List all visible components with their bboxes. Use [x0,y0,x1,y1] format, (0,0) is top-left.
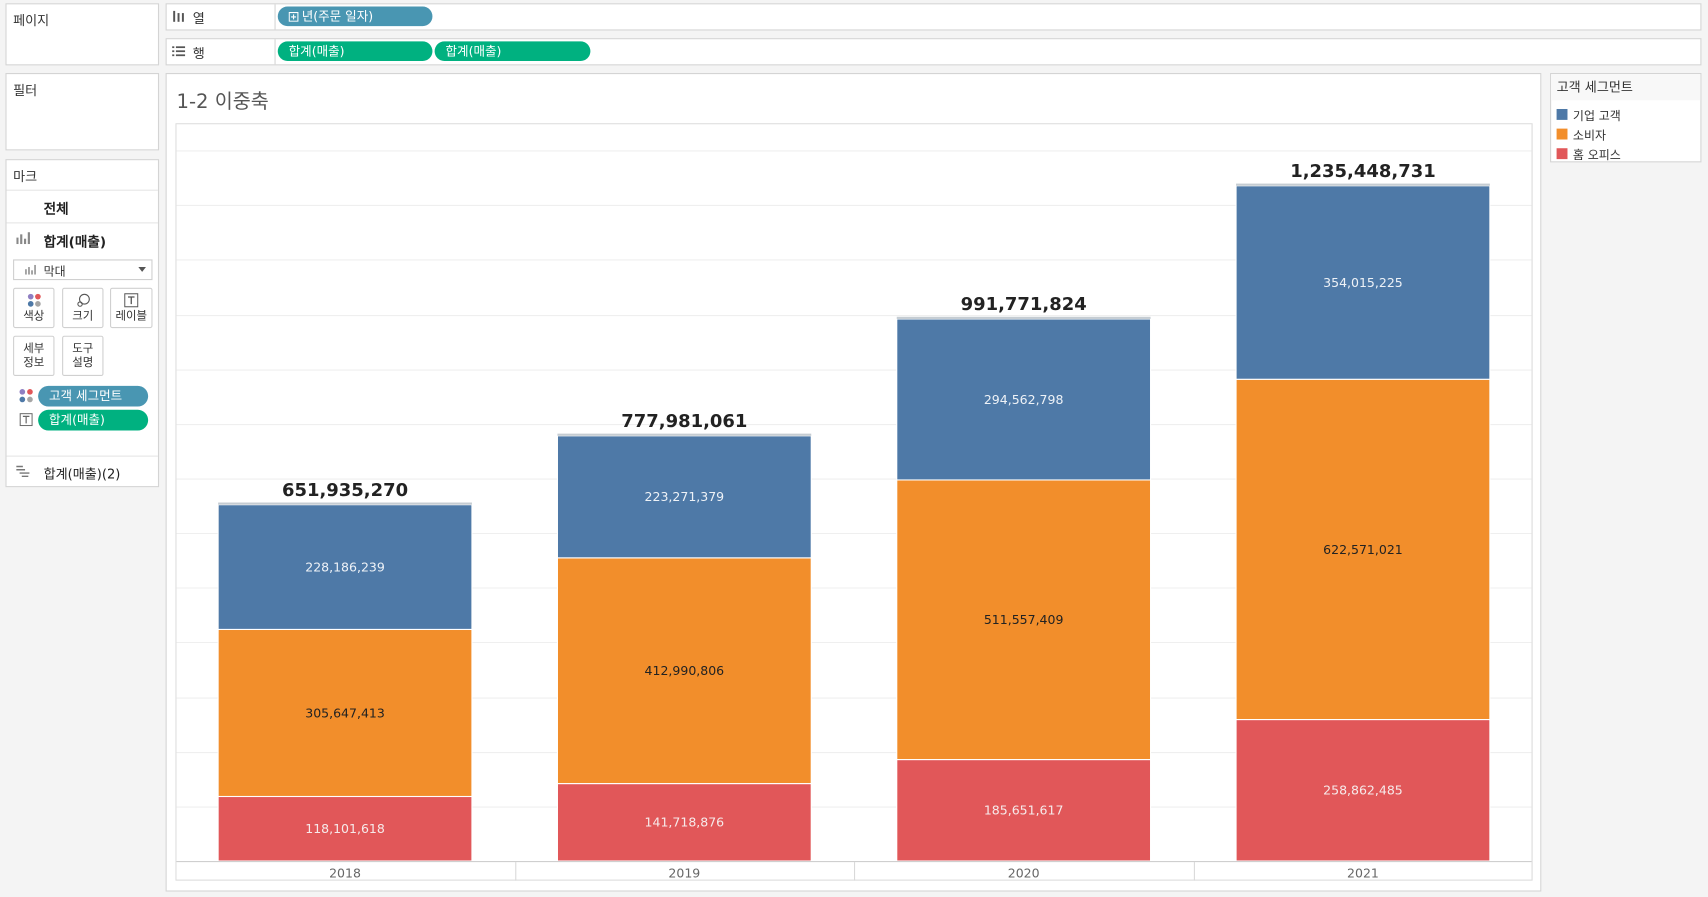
order-year-pill-label: 년(주문 일자) [301,8,374,24]
view-pane: 1-2 이중축 118,101,618 305,647,413 228,186,23… [165,73,1542,892]
columns-shelf-label: 열 [192,10,205,27]
total-value-label: 991,771,824 [961,294,1087,315]
segment-value-label: 223,271,379 [645,489,725,504]
legend-swatch [1556,128,1568,140]
legend-item[interactable]: 홈 오피스 [1551,145,1700,162]
label-icon [19,413,33,427]
legend-label: 홈 오피스 [1572,148,1621,163]
legend-label: 기업 고객 [1572,108,1621,124]
sheet-title: 1-2 이중축 [176,90,269,114]
x-axis-tick-label: 2018 [329,865,361,880]
detail-button-label: 세부 정보 [23,342,45,370]
color-button-label: 색상 [23,309,45,323]
bar-segment[interactable] [896,318,1152,481]
marks-tab-second-measure-label: 합계(매출)(2) [43,466,121,482]
bar-segment[interactable] [896,479,1152,761]
sales-sum-pill[interactable]: 합계(매출) [434,41,591,62]
color-icon [19,388,33,403]
color-icon [27,293,41,307]
legend-item[interactable]: 소비자 [1551,125,1700,143]
segment-value-label: 141,718,876 [645,815,725,830]
total-bar[interactable] [218,502,472,505]
rows-icon [172,46,186,57]
stacked-bar-chart: 118,101,618 305,647,413 228,186,239 651,935… [175,123,1533,881]
legend-item[interactable]: 기업 고객 [1551,106,1700,123]
bar-segment[interactable] [556,557,812,785]
total-bar[interactable] [557,433,812,436]
segment-value-label: 294,562,798 [984,392,1064,407]
columns-shelf[interactable]: 열 년(주문 일자) [165,3,1702,31]
marks-tab-all-label: 전체 [43,200,69,217]
tooltip-button[interactable]: 도구 설명 [62,335,104,377]
x-axis-tick-label: 2019 [668,865,700,880]
label-icon [124,293,139,308]
x-axis-tick-label: 2021 [1347,865,1379,880]
legend-swatch [1556,108,1568,120]
sales-sum-pill[interactable]: 합계(매출) [277,41,433,62]
marks-card: 마크 전체 합계(매출) 막대 색상 [5,159,160,488]
shelf-divider [274,39,276,65]
detail-button[interactable]: 세부 정보 [13,335,55,377]
legend-label: 소비자 [1572,128,1607,143]
size-icon [77,293,90,307]
segment-value-label: 354,015,225 [1323,275,1403,290]
plus-box-icon [288,11,299,22]
total-value-label: 777,981,061 [621,411,747,432]
rows-shelf-label: 행 [192,45,205,62]
color-legend: 고객 세그먼트 기업 고객 소비자 홈 오피스 [1550,73,1702,163]
segment-value-label: 622,571,021 [1323,542,1403,557]
tooltip-button-label: 도구 설명 [72,342,94,370]
marks-tab-all[interactable]: 전체 [6,189,158,223]
segment-value-label: 118,101,618 [305,821,385,836]
bar-segment[interactable] [1235,185,1491,380]
marks-tab-measure[interactable]: 합계(매출) [6,222,158,254]
marks-tab-second-measure[interactable]: 합계(매출)(2) [6,455,158,487]
dual-axis-icon [16,465,30,478]
segment-value-label: 258,862,485 [1323,783,1403,798]
marks-tab-measure-label: 합계(매출) [43,233,107,250]
bar-segment[interactable] [217,504,473,630]
columns-icon [173,10,184,22]
bar-segment[interactable] [217,628,473,798]
segment-value-label: 185,651,617 [984,803,1064,818]
total-value-label: 651,935,270 [282,480,408,501]
pages-card-title: 페이지 [13,13,50,29]
total-bar[interactable] [896,316,1151,319]
bar-segment[interactable] [896,759,1152,862]
rows-shelf[interactable]: 행 합계(매출) 합계(매출) [165,38,1702,66]
filters-card-title: 필터 [13,82,38,99]
bar-segment[interactable] [1235,719,1491,862]
shelf-divider [274,4,276,30]
size-button-label: 크기 [72,309,94,323]
bar-segment[interactable] [556,435,812,559]
segment-value-label: 305,647,413 [305,705,385,720]
mark-type-dropdown[interactable]: 막대 [13,259,153,281]
bar-segment[interactable] [556,783,812,862]
sales-label-field-pill[interactable]: 합계(매출) [38,409,149,431]
segment-color-field-pill[interactable]: 고객 세그먼트 [38,385,149,407]
bar-segment[interactable] [217,795,473,862]
total-bar[interactable] [1236,183,1490,186]
bar-segment[interactable] [1235,378,1491,721]
label-button-label: 레이블 [115,309,148,323]
order-year-pill[interactable]: 년(주문 일자) [277,6,433,27]
size-button[interactable]: 크기 [62,287,104,329]
label-button[interactable]: 레이블 [110,287,153,329]
legend-swatch [1556,148,1568,160]
chevron-down-icon [138,267,146,272]
total-value-label: 1,235,448,731 [1290,161,1435,182]
color-button[interactable]: 색상 [13,287,55,329]
segment-value-label: 412,990,806 [645,663,725,678]
bar-chart-icon [16,232,30,245]
pages-card[interactable]: 페이지 [5,3,160,66]
mark-type-value: 막대 [43,264,66,280]
filters-card[interactable]: 필터 [5,73,160,151]
segment-value-label: 511,557,409 [984,612,1064,627]
x-axis-tick-label: 2020 [1008,865,1040,880]
segment-value-label: 228,186,239 [305,559,385,574]
legend-title: 고객 세그먼트 [1551,74,1701,101]
bar-chart-icon [25,264,36,275]
marks-card-title: 마크 [13,168,38,185]
